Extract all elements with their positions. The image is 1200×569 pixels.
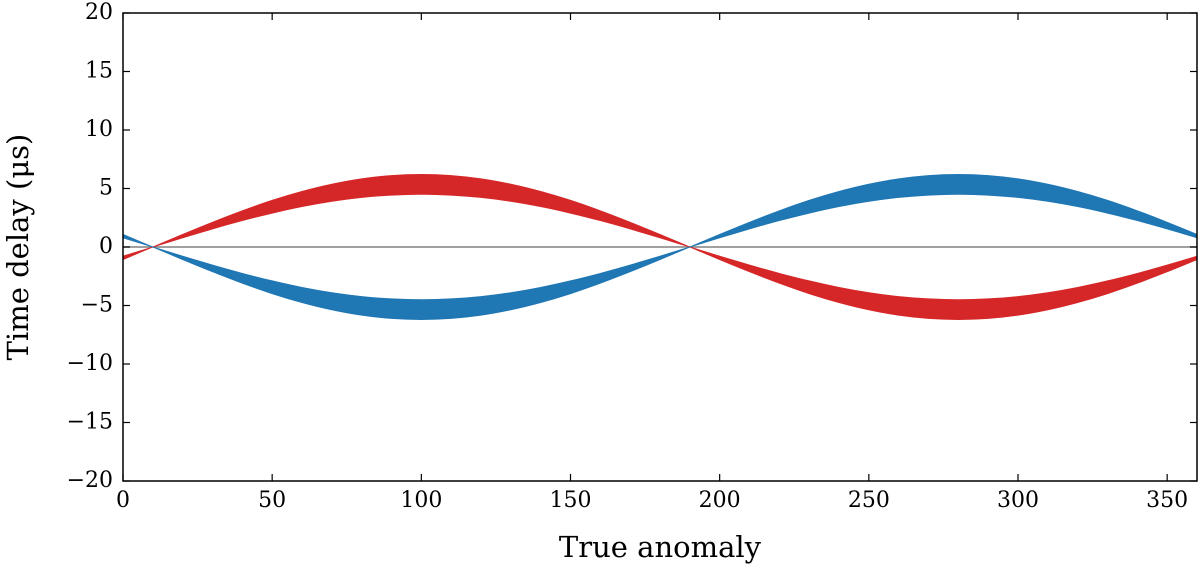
y-tick-label: 5 [99,176,113,201]
y-axis-label: Time delay (μs) [1,134,35,361]
y-tick-label: 15 [85,59,113,84]
x-tick-label: 300 [997,488,1039,513]
x-tick-label: 200 [699,488,741,513]
x-tick-label: 150 [550,488,592,513]
y-tick-label: 10 [85,117,113,142]
y-tick-label: 0 [99,234,113,259]
y-tick-label: −10 [67,351,113,376]
y-tick-label: −5 [81,293,113,318]
x-tick-label: 250 [848,488,890,513]
y-tick-label: −15 [67,410,113,435]
y-tick-label: 20 [85,0,113,25]
x-tick-label: 50 [258,488,286,513]
y-tick-label: −20 [67,468,113,493]
plot-frame [122,12,1198,482]
x-axis-label: True anomaly [559,530,762,564]
x-tick-label: 0 [116,488,130,513]
x-tick-label: 350 [1146,488,1188,513]
x-tick-label: 100 [400,488,442,513]
